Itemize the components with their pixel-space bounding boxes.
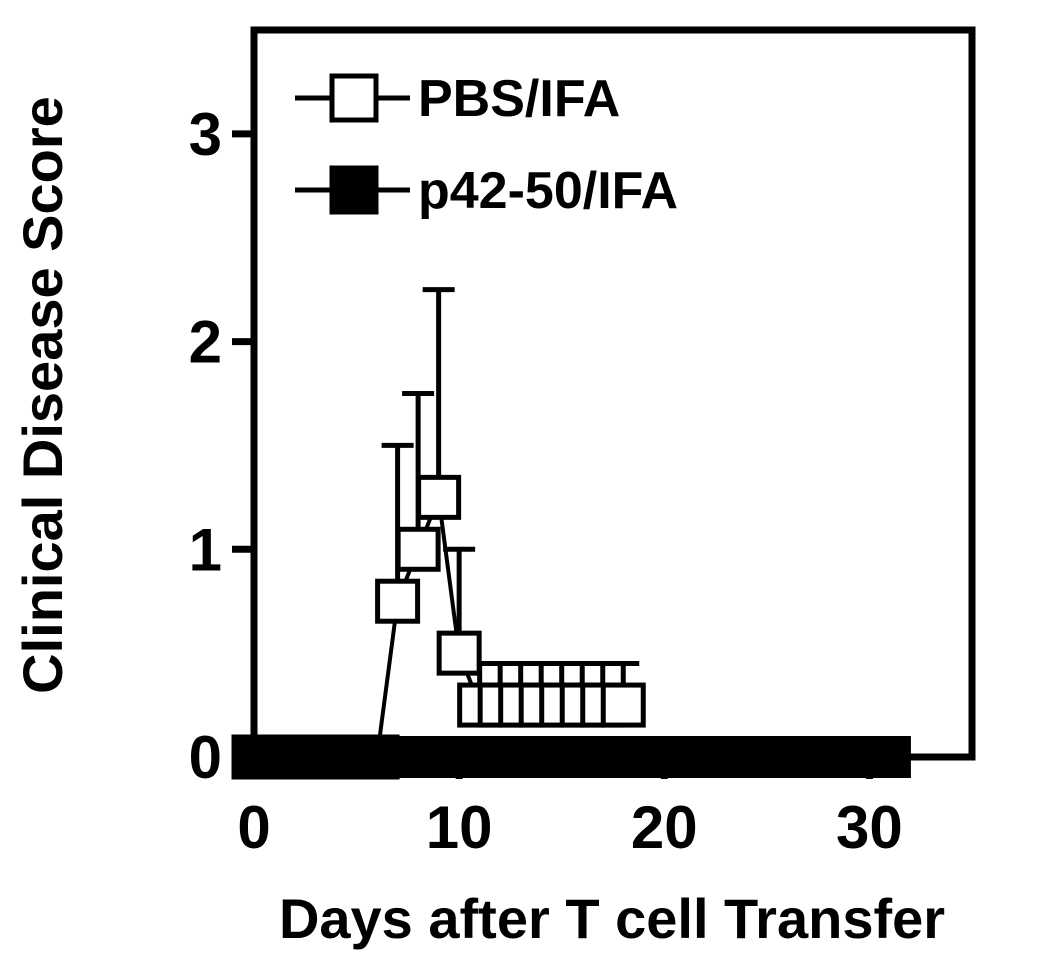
legend-label: p42-50/IFA — [418, 162, 678, 220]
legend: PBS/IFA p42-50/IFA — [295, 70, 678, 220]
y-tick-label: 1 — [189, 516, 222, 583]
pbs-point — [436, 630, 482, 676]
y-tick-label: 0 — [189, 724, 222, 791]
x-tick-label: 30 — [836, 794, 903, 861]
x-tick-label: 0 — [237, 794, 270, 861]
x-tick-label: 20 — [631, 794, 698, 861]
axis-ticks — [232, 130, 873, 779]
pbs-point — [600, 682, 646, 728]
pbs-point — [375, 578, 421, 624]
series-layer — [231, 287, 911, 780]
plot-frame — [250, 26, 976, 761]
p42-point — [868, 736, 911, 778]
y-tick-label: 2 — [189, 309, 222, 376]
tick-labels: 0 10 20 30 0 1 2 3 — [189, 101, 903, 861]
y-axis-title: Clinical Disease Score — [11, 96, 74, 694]
x-axis-title: Days after T cell Transfer — [279, 887, 945, 950]
pbs-point — [416, 474, 462, 520]
x-tick-label: 10 — [426, 794, 493, 861]
pbs-point — [395, 526, 441, 572]
legend-marker — [329, 165, 379, 215]
y-tick-label: 3 — [189, 101, 222, 168]
legend-marker — [329, 73, 379, 123]
legend-label: PBS/IFA — [418, 70, 620, 128]
